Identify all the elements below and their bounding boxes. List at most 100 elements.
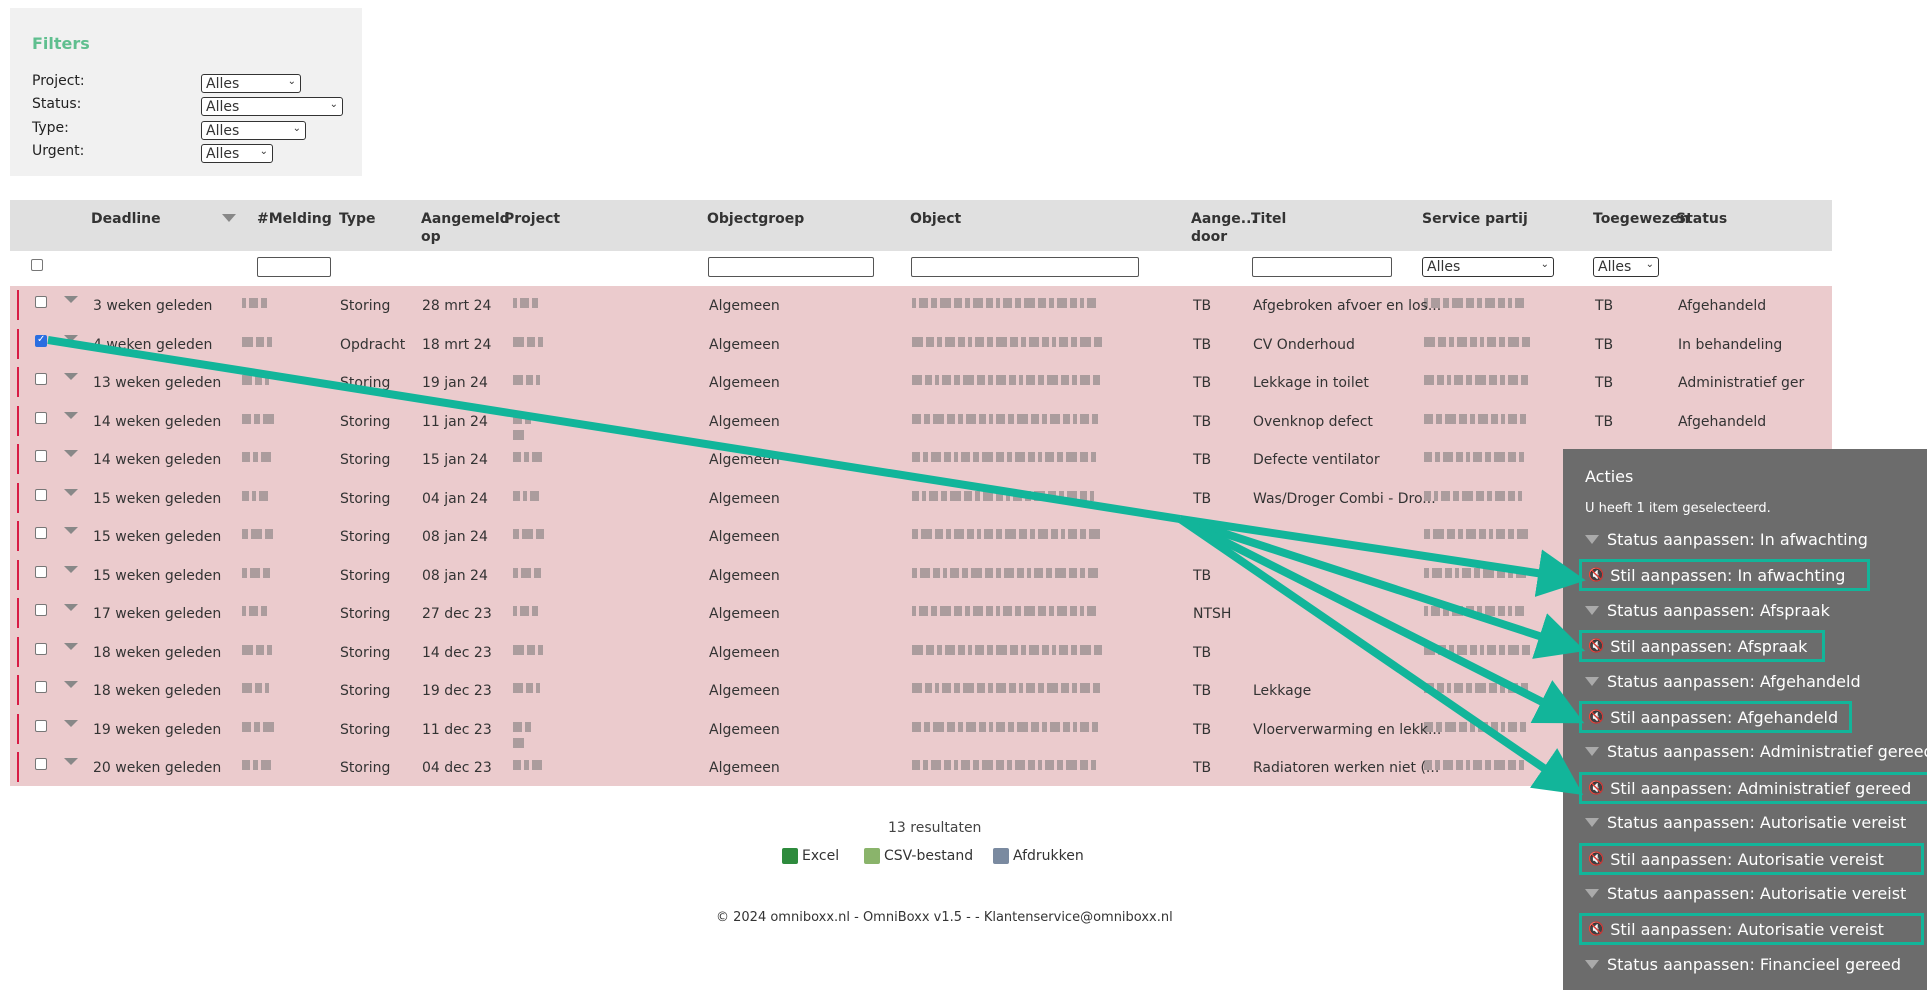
table-row[interactable]: 13 weken geleden Storing 19 jan 24 Algemeen… (10, 363, 1832, 402)
export-csv-link[interactable]: CSV-bestand (864, 848, 973, 864)
status-filter-label: Status: (32, 96, 82, 112)
expand-row-icon[interactable] (64, 527, 78, 534)
col-object[interactable]: Object (910, 211, 962, 227)
type-cell: Storing (340, 721, 391, 738)
expand-row-icon[interactable] (64, 681, 78, 688)
row-checkbox[interactable] (35, 450, 47, 462)
redacted-cell (242, 643, 288, 655)
redacted-cell (513, 296, 547, 308)
expand-row-icon[interactable] (64, 450, 78, 457)
print-link[interactable]: Afdrukken (993, 848, 1084, 864)
row-checkbox[interactable] (35, 334, 47, 347)
sort-desc-icon[interactable] (222, 214, 236, 222)
service-partij-filter-select[interactable]: Alles ⌄ (1422, 257, 1554, 277)
titel-cell[interactable]: Lekkage (1253, 683, 1312, 699)
table-row[interactable]: 14 weken geleden Storing 11 jan 24 Algemeen… (10, 402, 1832, 441)
titel-cell[interactable]: Was/Droger Combi - Dro... (1253, 490, 1436, 507)
col-status[interactable]: Status (1676, 211, 1728, 227)
table-row[interactable]: 18 weken geleden Storing 14 dec 23 Algemeen… (10, 633, 1832, 672)
status-action-item[interactable]: Status aanpassen: Financieel gereed (1585, 955, 1901, 974)
col-project[interactable]: Project (504, 211, 561, 227)
expand-row-icon[interactable] (64, 334, 78, 342)
col-aangemeld-op[interactable]: Aangemeld op (421, 211, 510, 245)
table-row[interactable]: 15 weken geleden Storing 04 jan 24 Algemeen… (10, 479, 1832, 518)
row-checkbox[interactable] (35, 758, 47, 770)
expand-row-icon[interactable] (64, 488, 78, 496)
stil-action-item[interactable]: 🔇 Stil aanpassen: Autorisatie vereist (1579, 842, 1924, 875)
row-checkbox[interactable] (35, 642, 47, 655)
titel-cell[interactable]: Radiatoren werken niet (... (1253, 760, 1440, 776)
melding-filter-input[interactable] (257, 257, 331, 277)
redacted-cell (513, 373, 547, 385)
stil-action-item[interactable]: 🔇 Stil aanpassen: Autorisatie vereist (1579, 913, 1924, 946)
table-row[interactable]: 15 weken geleden Storing 08 jan 24 Algemeen (10, 517, 1832, 556)
titel-cell[interactable]: Defecte ventilator (1253, 452, 1380, 468)
status-action-item[interactable]: Status aanpassen: Autorisatie vereist (1585, 813, 1906, 832)
expand-row-icon[interactable] (64, 373, 78, 380)
redacted-cell (912, 720, 1172, 732)
titel-cell[interactable]: Vloerverwarming en lekk... (1253, 721, 1442, 738)
project-filter-select[interactable]: Alles ⌄ (201, 74, 301, 93)
status-action-item[interactable]: Status aanpassen: Afspraak (1585, 601, 1830, 620)
status-action-item[interactable]: Status aanpassen: Autorisatie vereist (1585, 884, 1906, 903)
redacted-cell (513, 527, 547, 539)
table-row[interactable]: 19 weken geleden Storing 11 dec 23 Algemeen… (10, 710, 1832, 749)
select-all-checkbox[interactable] (31, 259, 43, 271)
titel-cell[interactable]: Ovenknop defect (1253, 413, 1373, 430)
col-objectgroep[interactable]: Objectgroep (707, 211, 805, 227)
col-titel[interactable]: Titel (1251, 211, 1287, 227)
titel-filter-input[interactable] (1252, 257, 1392, 277)
col-type[interactable]: Type (339, 211, 376, 227)
type-filter-select[interactable]: Alles ⌄ (201, 121, 306, 140)
row-checkbox[interactable] (35, 604, 47, 616)
col-deadline[interactable]: Deadline (91, 211, 161, 227)
deadline-cell: 18 weken geleden (93, 683, 222, 699)
objectgroep-cell: Algemeen (709, 413, 780, 430)
col-aangemeld-door[interactable]: Aange... door (1191, 211, 1257, 245)
col-melding[interactable]: #Melding (257, 211, 332, 227)
redacted-cell (912, 412, 1172, 424)
titel-cell[interactable]: Lekkage in toilet (1253, 375, 1369, 391)
expand-row-icon[interactable] (64, 719, 78, 727)
expand-row-icon[interactable] (64, 296, 78, 303)
expand-row-icon[interactable] (64, 758, 78, 765)
row-checkbox[interactable] (35, 719, 47, 732)
row-checkbox[interactable] (35, 681, 47, 693)
row-checkbox[interactable] (35, 411, 47, 424)
export-excel-link[interactable]: Excel (782, 848, 839, 864)
status-action-item[interactable]: Status aanpassen: Afgehandeld (1585, 672, 1861, 691)
expand-row-icon[interactable] (64, 411, 78, 419)
toegewezen-filter-select[interactable]: Alles ⌄ (1593, 257, 1659, 277)
table-row[interactable]: 15 weken geleden Storing 08 jan 24 Algemeen… (10, 556, 1832, 595)
table-row[interactable]: 20 weken geleden Storing 04 dec 23 Algemeen… (10, 748, 1832, 787)
expand-row-icon[interactable] (64, 604, 78, 611)
date-cell: 15 jan 24 (422, 452, 488, 468)
deadline-cell: 19 weken geleden (93, 721, 222, 738)
expand-row-icon[interactable] (64, 642, 78, 650)
row-checkbox[interactable] (35, 527, 47, 539)
status-filter-select[interactable]: Alles ⌄ (201, 97, 343, 116)
stil-action-item[interactable]: 🔇 Stil aanpassen: Afspraak (1579, 630, 1825, 663)
titel-cell[interactable]: CV Onderhoud (1253, 336, 1355, 353)
object-filter-input[interactable] (911, 257, 1139, 277)
col-toegewezen[interactable]: Toegewezen (1593, 211, 1690, 227)
filter-row: Alles ⌄ Alles ⌄ (10, 251, 1832, 286)
row-checkbox[interactable] (35, 296, 47, 308)
status-action-item[interactable]: Status aanpassen: Administratief gereed (1585, 742, 1927, 761)
table-row[interactable]: 3 weken geleden Storing 28 mrt 24 Algemeen T… (10, 286, 1832, 325)
acties-panel: Acties U heeft 1 item geselecteerd. Stat… (1563, 449, 1927, 990)
status-action-item[interactable]: Status aanpassen: In afwachting (1585, 530, 1868, 549)
row-checkbox[interactable] (35, 565, 47, 578)
col-service-partij[interactable]: Service partij (1422, 211, 1528, 227)
urgent-filter-select[interactable]: Alles ⌄ (201, 144, 273, 163)
mute-icon: 🔇 (1588, 568, 1605, 584)
objectgroep-filter-input[interactable] (708, 257, 874, 277)
redacted-cell (242, 758, 288, 770)
expand-row-icon[interactable] (64, 565, 78, 573)
titel-cell[interactable]: Afgebroken afvoer en los... (1253, 298, 1442, 314)
objectgroep-cell: Algemeen (709, 721, 780, 738)
row-checkbox[interactable] (35, 373, 47, 385)
urgent-indicator (17, 713, 19, 744)
date-cell: 11 jan 24 (422, 413, 488, 430)
row-checkbox[interactable] (35, 488, 47, 501)
